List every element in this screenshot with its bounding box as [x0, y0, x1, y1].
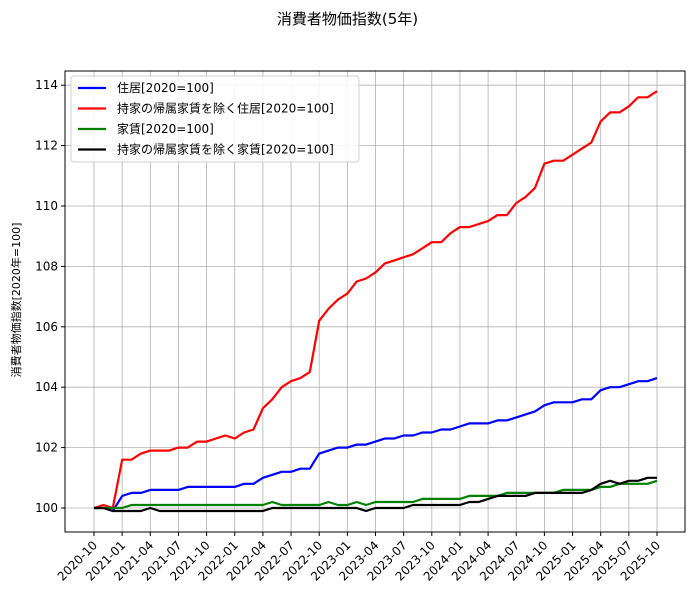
legend-label: 持家の帰属家賃を除く家賃[2020=100] [117, 142, 334, 157]
series-lines [93, 90, 658, 513]
series-line [94, 479, 658, 510]
y-tick-label: 102 [35, 441, 58, 455]
series-line [93, 90, 658, 510]
y-tick-label: 108 [35, 259, 58, 273]
y-tick-label: 100 [35, 501, 58, 515]
y-tick-label: 112 [35, 139, 58, 153]
y-tick-label: 104 [35, 380, 58, 394]
legend-label: 住居[2020=100] [117, 81, 214, 95]
legend-label: 持家の帰属家賃を除く住居[2020=100] [117, 101, 334, 116]
y-tick-label: 114 [35, 78, 58, 92]
legend-box [70, 75, 360, 163]
chart-title: 消費者物価指数(5年) [276, 10, 419, 28]
x-axis-ticks: 2020-102021-012021-042021-072021-102022-… [55, 532, 663, 584]
series-line [94, 476, 657, 513]
y-tick-label: 106 [35, 320, 58, 334]
series-line [94, 377, 658, 513]
y-tick-label: 110 [35, 199, 58, 213]
y-axis-ticks: 100 102 104 106 108 110 112 114 [35, 78, 65, 515]
legend: 住居[2020=100] 持家の帰属家賃を除く住居[2020=100] 家賃[202… [70, 75, 360, 163]
legend-label: 家賃[2020=100] [117, 121, 214, 136]
